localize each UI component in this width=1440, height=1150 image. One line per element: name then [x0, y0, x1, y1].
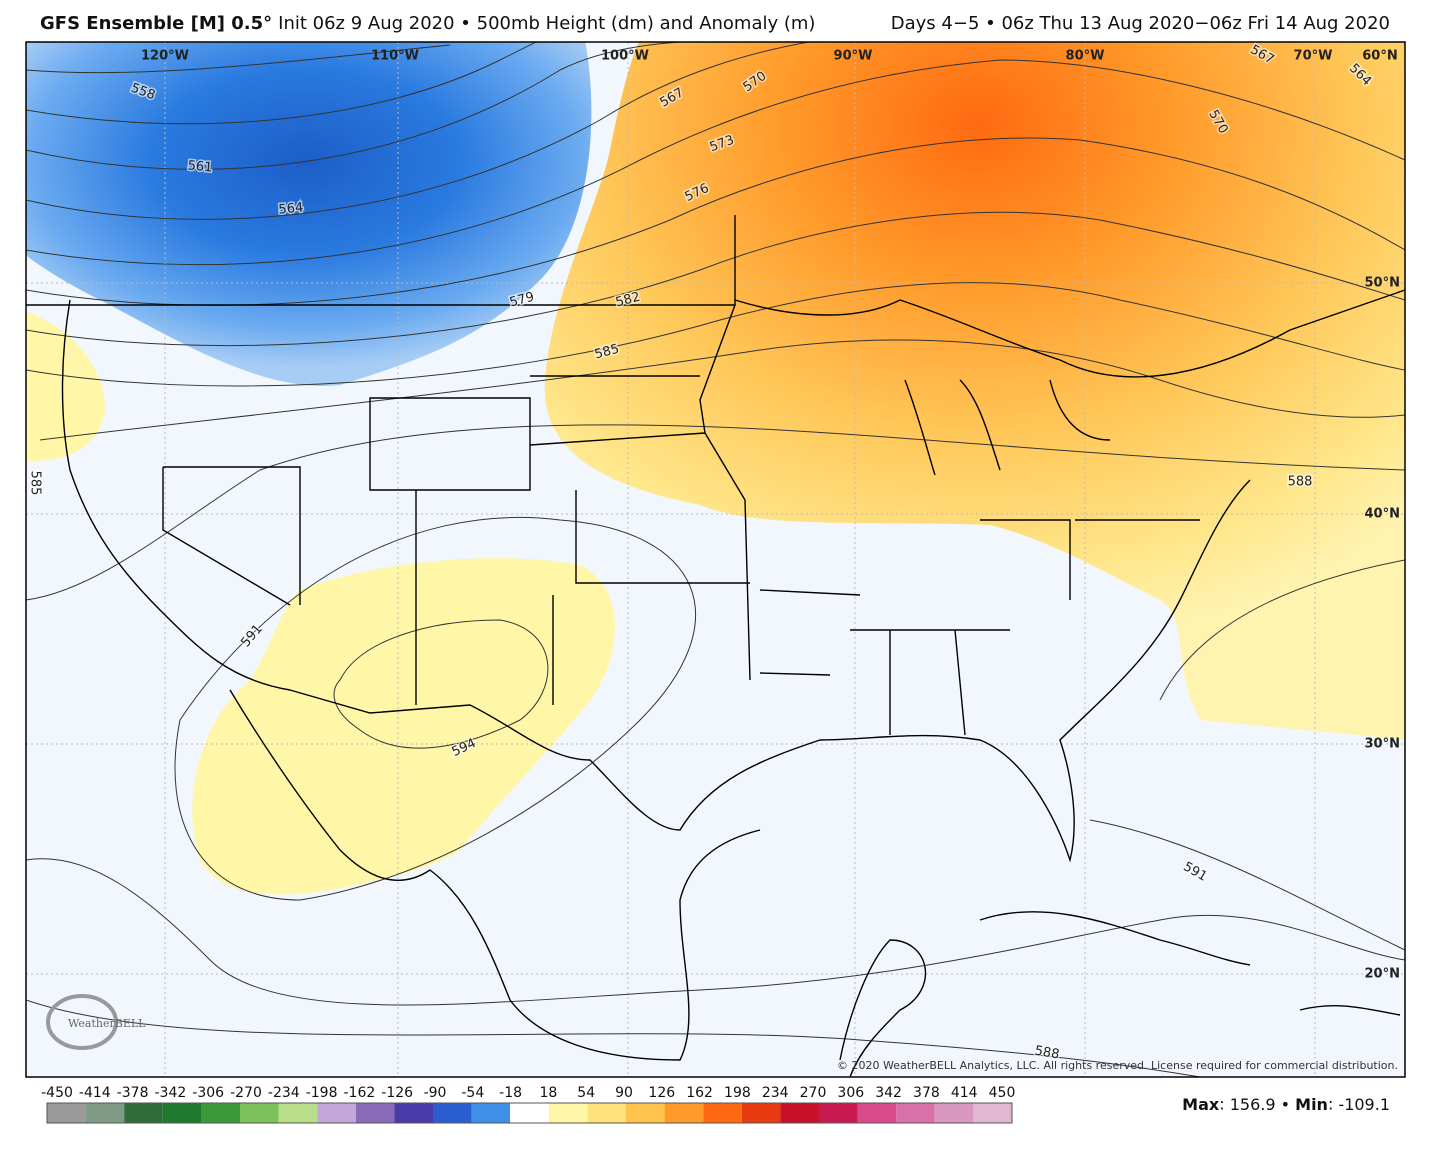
colorbar-cell: [626, 1103, 665, 1123]
colorbar-cell: [548, 1103, 588, 1123]
colorbar-tick-label: -342: [155, 1085, 187, 1101]
separator: •: [1281, 1095, 1290, 1114]
colorbar-tick-label: 90: [615, 1085, 633, 1101]
colorbar-cell: [703, 1103, 742, 1123]
colorbar-tick-label: 342: [875, 1085, 902, 1101]
colorbar-tick-label: -18: [499, 1085, 522, 1101]
colorbar-tick-label: 270: [800, 1085, 827, 1101]
min-label: Min: [1295, 1095, 1328, 1114]
colorbar-tick-label: -126: [381, 1085, 413, 1101]
colorbar-tick-label: -162: [344, 1085, 376, 1101]
colorbar-cell: [819, 1103, 858, 1123]
logo: WeatherBELL: [68, 1017, 146, 1030]
positive-anomaly-coast: [26, 311, 105, 461]
colorbar-tick-label: 198: [724, 1085, 751, 1101]
stats-line: Max: 156.9 • Min: -109.1: [1182, 1095, 1390, 1114]
colorbar-cell: [85, 1103, 125, 1123]
logo-swirl: [46, 994, 118, 1050]
longitude-label: 70°W: [1294, 49, 1333, 64]
longitude-label: 80°W: [1066, 49, 1105, 64]
colorbar-cell: [896, 1103, 935, 1123]
colorbar-cell: [47, 1103, 86, 1123]
colorbar-tick-label: -54: [461, 1085, 484, 1101]
colorbar-cell: [934, 1103, 974, 1123]
colorbar-cell: [664, 1103, 704, 1123]
colorbar-tick-label: -378: [117, 1085, 149, 1101]
longitude-label: 110°W: [371, 49, 419, 64]
map-frame: [25, 41, 1406, 1078]
colorbar: -450 -414 -378 -342 -306 -270 -234 -198 -162 -126…: [41, 1085, 1016, 1124]
max-value: 156.9: [1230, 1095, 1276, 1114]
colorbar-tick-label: -90: [424, 1085, 447, 1101]
max-label: Max: [1182, 1095, 1220, 1114]
longitude-label: 90°W: [834, 49, 873, 64]
colorbar-cell: [278, 1103, 318, 1123]
latitude-label: 40°N: [1365, 507, 1400, 522]
contour-label: 588: [1288, 475, 1313, 490]
latitude-label: 30°N: [1365, 737, 1400, 752]
colorbar-cell: [471, 1103, 511, 1123]
colorbar-tick-label: 234: [762, 1085, 789, 1101]
min-value: -109.1: [1338, 1095, 1390, 1114]
colorbar-tick-label: 450: [989, 1085, 1016, 1101]
colorbar-tick-label: 414: [951, 1085, 978, 1101]
copyright: © 2020 WeatherBELL Analytics, LLC. All r…: [837, 1059, 1398, 1072]
positive-anomaly: [544, 42, 1405, 740]
latitude-label: 50°N: [1365, 276, 1400, 291]
longitude-label: 120°W: [141, 49, 189, 64]
contour-label: 585: [28, 471, 43, 496]
height-contours: [26, 42, 1405, 1077]
colorbar-cell: [741, 1103, 781, 1123]
map-area: [26, 42, 1405, 1077]
colorbar-cell: [433, 1103, 472, 1123]
colorbar-cell: [201, 1103, 240, 1123]
colorbar-tick-label: -270: [230, 1085, 262, 1101]
colorbar-border: [46, 1102, 1013, 1124]
colorbar-cell: [587, 1103, 626, 1123]
colorbar-tick-label: 126: [648, 1085, 675, 1101]
colorbar-tick-label: 54: [577, 1085, 595, 1101]
positive-anomaly-southwest: [192, 558, 615, 895]
colorbar-tick-label: 378: [913, 1085, 940, 1101]
colorbar-tick-label: 18: [539, 1085, 557, 1101]
colorbar-tick-label: -234: [268, 1085, 300, 1101]
longitude-label: 60°N: [1362, 49, 1397, 64]
colorbar-tick-label: 162: [686, 1085, 713, 1101]
colorbar-tick-label: 306: [837, 1085, 864, 1101]
latitude-label: 20°N: [1365, 967, 1400, 982]
colorbar-cell: [355, 1103, 395, 1123]
longitude-label: 100°W: [601, 49, 649, 64]
colorbar-cell: [317, 1103, 356, 1123]
colorbar-tick-label: -414: [79, 1085, 111, 1101]
boundaries: [26, 215, 1405, 1077]
colorbar-tick-label: -306: [192, 1085, 224, 1101]
colorbar-cell: [394, 1103, 433, 1123]
contour-label: 588: [1033, 1043, 1060, 1062]
colorbar-cell: [162, 1103, 202, 1123]
init-subtitle: Init 06z 9 Aug 2020 • 500mb Height (dm) …: [278, 13, 815, 34]
colorbar-cell: [124, 1103, 163, 1123]
stats: Max: 156.9 • Min: -109.1: [1182, 1095, 1390, 1114]
contour-label: 561: [187, 158, 213, 175]
colorbar-tick-label: -450: [41, 1085, 73, 1101]
colorbar-cell: [240, 1103, 279, 1123]
colorbar-cell: [973, 1103, 1012, 1123]
colorbar-cell: [780, 1103, 819, 1123]
model-title: GFS Ensemble [M] 0.5°: [40, 13, 272, 34]
colorbar-cell: [857, 1103, 897, 1123]
contour-label: 564: [278, 200, 304, 217]
colorbar-tick-label: -198: [306, 1085, 338, 1101]
colorbar-cell: [510, 1103, 549, 1123]
graticule-labels: 120°W 110°W 100°W 90°W 80°W 70°W 60°N 50°N 40°N 3…: [141, 49, 1400, 982]
negative-anomaly: [26, 42, 592, 387]
valid-time: Days 4−5 • 06z Thu 13 Aug 2020−06z Fri 1…: [891, 13, 1390, 34]
